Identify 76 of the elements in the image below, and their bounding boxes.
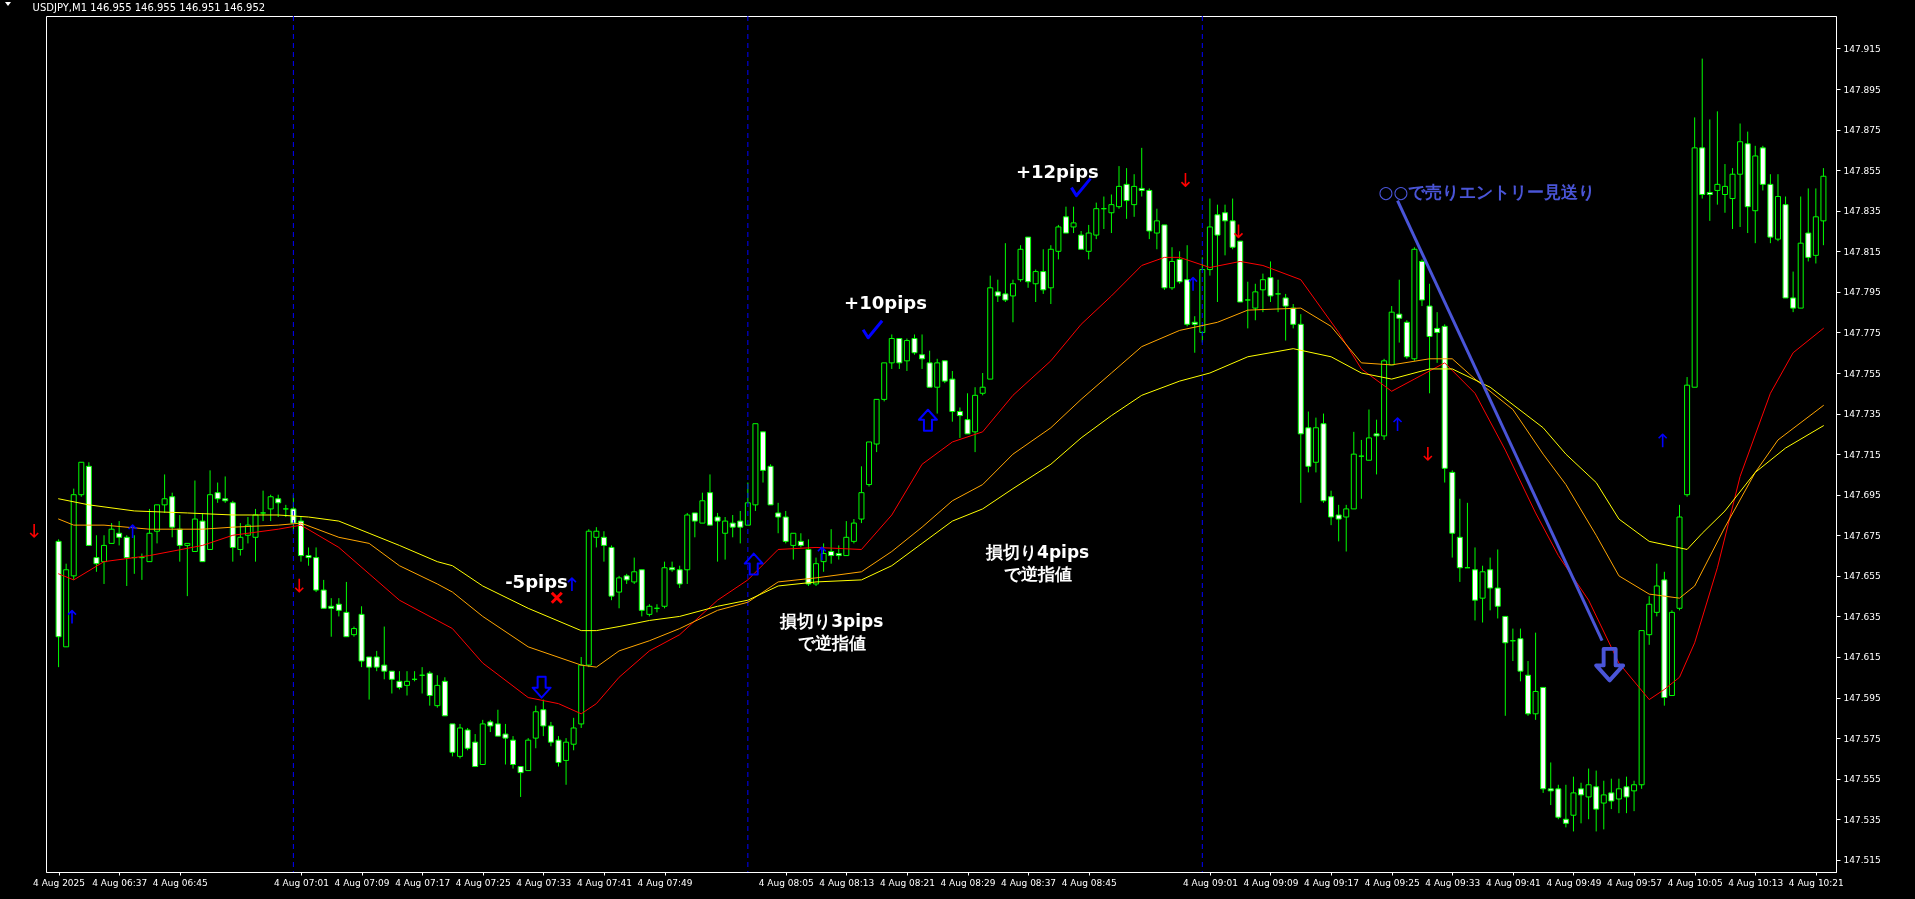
x-tick-label: 4 Aug 08:45: [1061, 877, 1117, 888]
y-tick-label: 147.615: [1843, 652, 1881, 663]
x-tick-label: 4 Aug 08:13: [819, 877, 875, 888]
x-tick-label: 4 Aug 07:25: [455, 877, 511, 888]
x-tick-label: 4 Aug 09:25: [1364, 877, 1420, 888]
y-tick-label: 147.755: [1843, 368, 1881, 379]
y-tick-label: 147.575: [1843, 733, 1881, 744]
candlestick: [1562, 784, 1569, 828]
x-tick-label: 4 Aug 07:09: [334, 877, 390, 888]
x-tick-label: 4 Aug 07:33: [516, 877, 572, 888]
y-tick-label: 147.715: [1843, 449, 1881, 460]
y-tick-label: 147.535: [1843, 814, 1881, 825]
y-tick-label: 147.795: [1843, 287, 1881, 298]
candlestick: [1494, 548, 1501, 619]
x-tick-label: 4 Aug 08:29: [940, 877, 996, 888]
x-tick-label: 4 Aug 07:49: [637, 877, 693, 888]
candlestick: [1244, 281, 1251, 329]
x-tick-label: 4 Aug 07:17: [395, 877, 451, 888]
y-tick-label: 147.855: [1843, 165, 1881, 176]
candlestick: [919, 333, 926, 370]
y-tick-label: 147.655: [1843, 571, 1881, 582]
y-tick-label: 147.915: [1843, 43, 1881, 54]
annotation: 損切り4pips で逆指値: [985, 541, 1090, 584]
candlestick: [1290, 303, 1297, 329]
candlestick: [388, 670, 395, 694]
annotation: +12pips: [1015, 160, 1099, 182]
y-tick-label: 147.895: [1843, 84, 1881, 95]
candlestick: [1365, 409, 1372, 461]
candlestick: [797, 532, 804, 548]
x-tick-label: 4 Aug 2025: [33, 877, 86, 888]
x-tick-label: 4 Aug 10:05: [1667, 877, 1723, 888]
x-tick-label: 4 Aug 06:45: [152, 877, 208, 888]
candlestick: [850, 518, 857, 544]
line-series: [58, 256, 1824, 715]
candlestick: [335, 597, 342, 617]
x-tick-label: 4 Aug 09:57: [1607, 877, 1663, 888]
x-tick-label: 4 Aug 09:41: [1485, 877, 1541, 888]
annotation: -5pips: [505, 570, 568, 592]
annotation: ○○で売りエントリー見送り: [1378, 182, 1596, 203]
x-tick-label: 4 Aug 07:41: [576, 877, 632, 888]
y-tick-label: 147.595: [1843, 693, 1881, 704]
y-tick-label: 147.695: [1843, 490, 1881, 501]
y-tick-label: 147.515: [1843, 855, 1881, 866]
x-tick-label: 4 Aug 10:13: [1728, 877, 1784, 888]
annotation: +10pips: [844, 291, 927, 313]
x-tick-label: 4 Aug 08:05: [758, 877, 814, 888]
x-tick-label: 4 Aug 09:17: [1304, 877, 1360, 888]
line-series: [58, 348, 1824, 632]
y-tick-label: 147.675: [1843, 530, 1881, 541]
y-tick-label: 147.635: [1843, 611, 1881, 622]
x-tick-label: 4 Aug 06:37: [92, 877, 148, 888]
y-tick-label: 147.735: [1843, 409, 1881, 420]
x-tick-label: 4 Aug 09:49: [1546, 877, 1602, 888]
x-tick-label: 4 Aug 09:33: [1425, 877, 1481, 888]
candlestick: [1706, 118, 1713, 222]
y-tick-label: 147.815: [1843, 246, 1881, 257]
candlestick: [1252, 283, 1259, 321]
candlestick: [1282, 293, 1289, 342]
candlestick: [775, 502, 782, 534]
y-tick-label: 147.775: [1843, 327, 1881, 338]
y-tick-label: 147.875: [1843, 125, 1881, 136]
x-tick-label: 4 Aug 10:21: [1788, 877, 1844, 888]
candlestick: [123, 534, 130, 587]
y-tick-label: 147.555: [1843, 774, 1881, 785]
annotation: 損切り3pips で逆指値: [779, 611, 884, 654]
x-tick-label: 4 Aug 08:37: [1001, 877, 1057, 888]
x-tick-label: 4 Aug 08:21: [879, 877, 935, 888]
candlestick: [260, 490, 267, 522]
candlestick: [1078, 230, 1085, 250]
x-tick-label: 4 Aug 09:01: [1182, 877, 1238, 888]
chart-title: USDJPY,M1 146.955 146.955 146.951 146.952: [32, 1, 266, 13]
candlestick: [1275, 279, 1282, 313]
y-tick-label: 147.835: [1843, 206, 1881, 217]
candlestick: [979, 372, 986, 396]
x-tick-label: 4 Aug 07:01: [273, 877, 329, 888]
x-tick-label: 4 Aug 09:09: [1243, 877, 1299, 888]
